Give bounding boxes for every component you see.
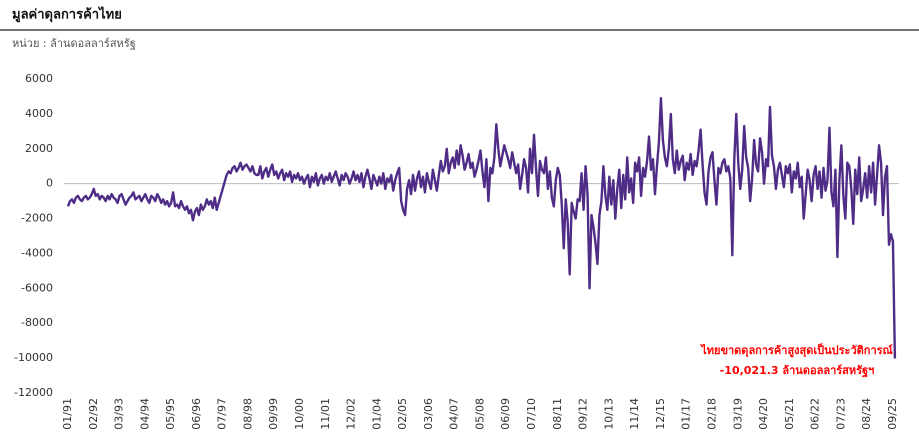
y-tick-label: -12000: [14, 386, 53, 399]
y-tick-label: -8000: [21, 316, 53, 329]
y-tick-label: -4000: [21, 246, 53, 259]
x-tick-label: 01/04: [370, 398, 383, 430]
x-tick-label: 09/12: [577, 398, 590, 430]
x-tick-label: 03/06: [422, 398, 435, 430]
y-tick-label: 2000: [25, 142, 53, 155]
x-tick-label: 02/92: [87, 398, 100, 430]
x-tick-label: 08/98: [241, 398, 254, 430]
x-tick-label: 04/20: [757, 398, 770, 430]
x-tick-label: 02/05: [396, 398, 409, 430]
y-tick-label: 4000: [25, 107, 53, 120]
x-tick-label: 11/01: [319, 398, 332, 430]
x-tick-label: 07/97: [216, 398, 229, 430]
x-tick-label: 05/95: [164, 398, 177, 430]
x-tick-label: 06/22: [809, 398, 822, 430]
x-tick-label: 02/18: [705, 398, 718, 430]
y-tick-label: 0: [46, 177, 53, 190]
annotation: ไทยขาดดุลการค้าสูงสุดเป็นประวัติการณ์: [699, 343, 893, 358]
chart-title: มูลค่าดุลการค้าไทย: [12, 6, 122, 23]
x-tick-label: 03/19: [731, 398, 744, 430]
x-tick-label: 04/94: [138, 398, 151, 430]
x-tick-label: 12/15: [654, 398, 667, 430]
x-tick-label: 08/11: [551, 398, 564, 430]
x-tick-label: 01/17: [680, 398, 693, 430]
x-tick-label: 05/08: [473, 398, 486, 430]
chart-subtitle: หน่วย : ล้านดอลลาร์สหรัฐ: [12, 37, 136, 50]
x-tick-label: 03/93: [113, 398, 126, 430]
x-tick-label: 11/14: [628, 398, 641, 430]
x-tick-label: 05/21: [783, 398, 796, 430]
x-tick-label: 01/91: [61, 398, 74, 430]
x-tick-label: 10/00: [293, 398, 306, 430]
x-tick-label: 06/09: [499, 398, 512, 430]
y-tick-label: 6000: [25, 72, 53, 85]
x-tick-label: 07/10: [525, 398, 538, 430]
y-tick-label: -10000: [14, 351, 53, 364]
x-tick-label: 12/02: [345, 398, 358, 430]
x-tick-label: 10/13: [602, 398, 615, 430]
y-tick-label: -2000: [21, 212, 53, 225]
x-tick-label: 09/25: [886, 398, 899, 430]
x-tick-label: 04/07: [448, 398, 461, 430]
x-tick-label: 08/24: [860, 398, 873, 430]
x-tick-label: 09/99: [267, 398, 280, 430]
annotation: -10,021.3 ล้านดอลลาร์สหรัฐฯ: [720, 364, 875, 378]
x-tick-label: 07/23: [834, 398, 847, 430]
series-line: [66, 96, 897, 359]
y-tick-label: -6000: [21, 281, 53, 294]
x-tick-label: 06/96: [190, 398, 203, 430]
